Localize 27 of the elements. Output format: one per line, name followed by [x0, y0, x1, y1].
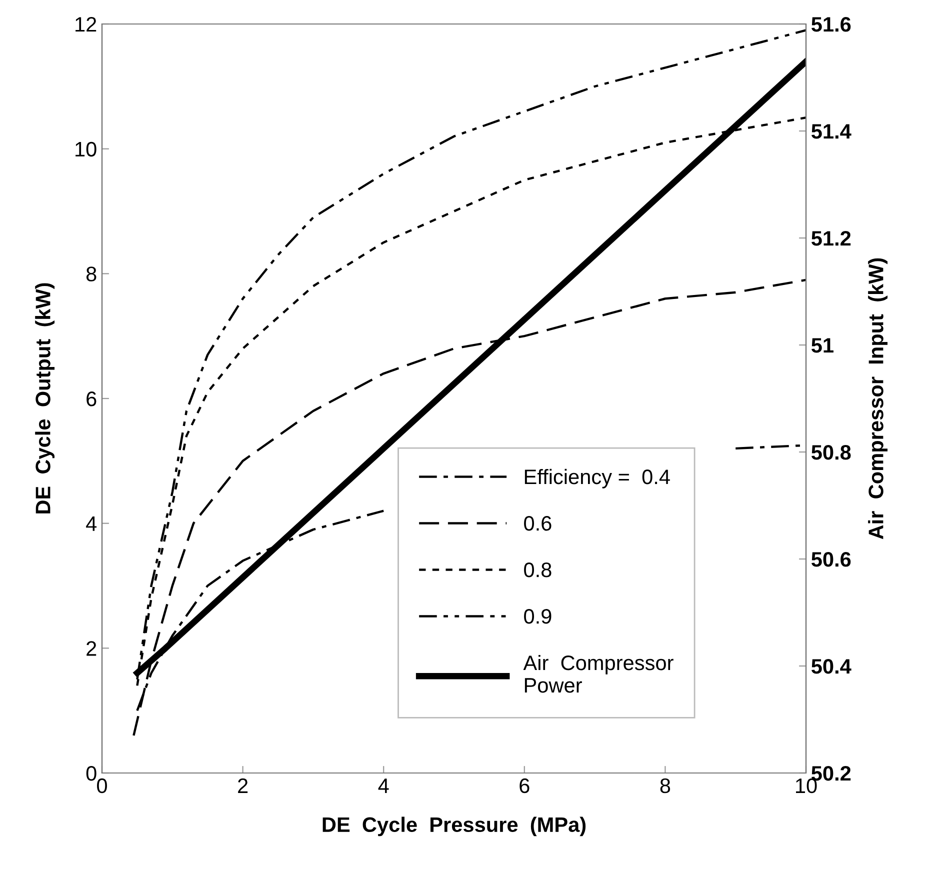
legend-label: 0.9: [524, 608, 552, 624]
y-tick-label: 0: [86, 766, 96, 781]
y-tick-label: 4: [86, 516, 97, 531]
y2-tick-label: 51.4: [812, 124, 852, 139]
x-tick-label: 4: [378, 778, 389, 793]
legend-label: 0.8: [524, 562, 552, 578]
y-axis-title: DE Cycle Output (kW): [35, 283, 55, 514]
y-tick-label: 12: [76, 17, 96, 32]
y2-tick-label: 51: [812, 338, 834, 353]
y-tick-label: 2: [86, 641, 96, 656]
y-tick-label: 10: [76, 142, 96, 157]
y2-tick-label: 50.6: [812, 552, 851, 567]
y2-tick-label: 51.2: [812, 231, 851, 246]
y2-tick-label: 51.6: [812, 17, 851, 32]
y-tick-label: 6: [86, 392, 96, 406]
x-axis-title: DE Cycle Pressure (MPa): [322, 816, 586, 836]
legend-label: 0.6: [524, 516, 552, 531]
legend-label: Efficiency = 0.4: [524, 468, 670, 488]
y2-tick-label: 50.4: [812, 659, 852, 674]
x-tick-label: 8: [660, 778, 670, 794]
x-tick-label: 0: [97, 778, 107, 794]
y-tick-label: 8: [86, 266, 96, 282]
y2-tick-label: 50.8: [812, 445, 851, 460]
legend-label: Air Compressor Power: [523, 654, 674, 693]
x-tick-label: 2: [238, 778, 248, 793]
x-tick-label: 6: [520, 778, 530, 794]
y2-axis-title: Air Compressor Input (kW): [868, 258, 888, 540]
